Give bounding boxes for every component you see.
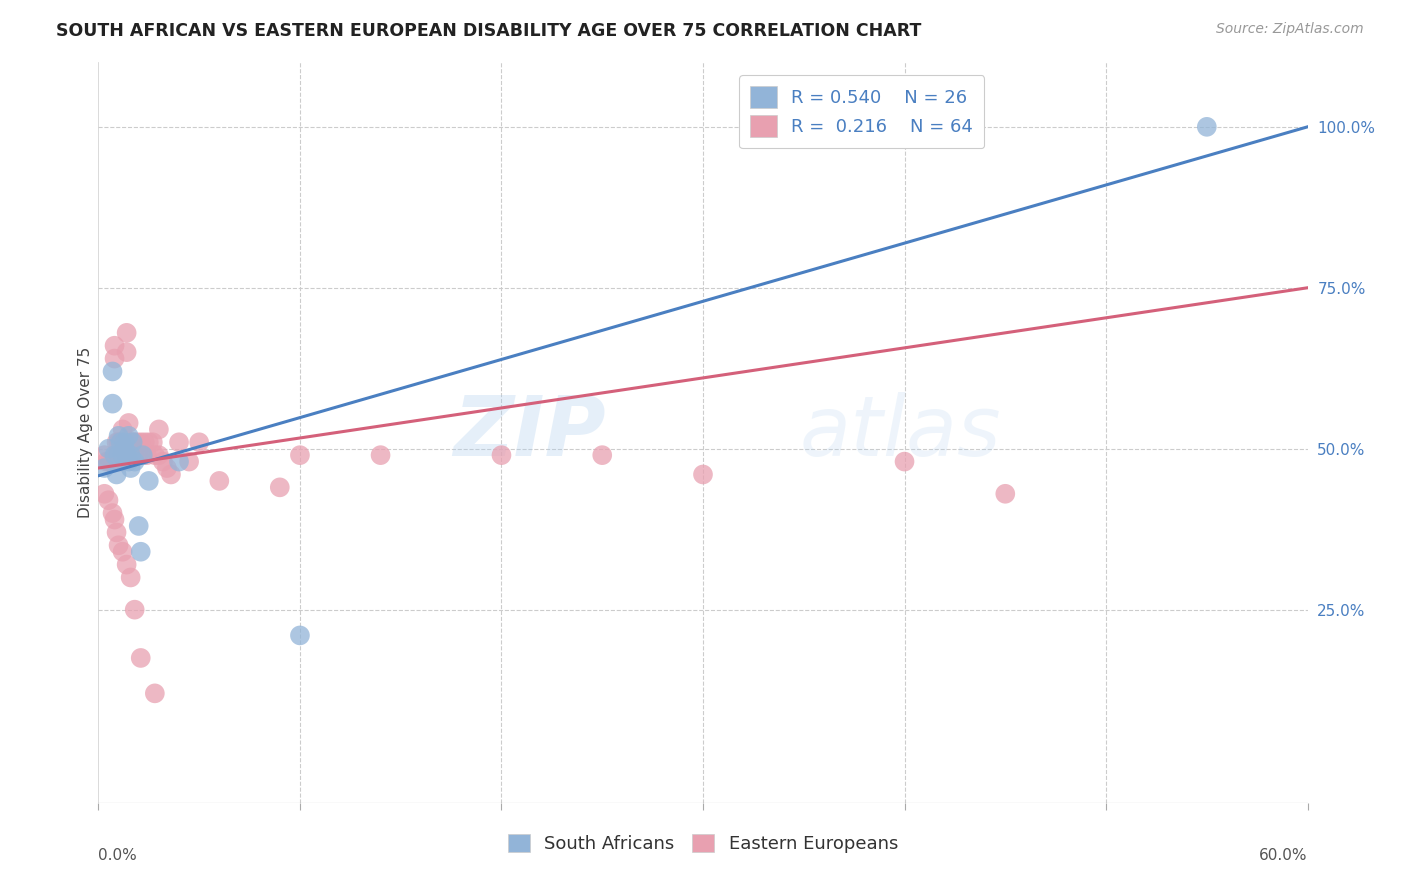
Point <box>1195 120 1218 134</box>
Point <box>120 461 142 475</box>
Point <box>208 474 231 488</box>
Point <box>121 435 143 450</box>
Point <box>167 435 190 450</box>
Point <box>138 474 160 488</box>
Point <box>148 448 170 462</box>
Point <box>97 442 120 456</box>
Point <box>143 448 166 462</box>
Point <box>114 435 136 450</box>
Point <box>124 602 146 616</box>
Point <box>107 448 129 462</box>
Point <box>128 448 150 462</box>
Point <box>110 454 132 468</box>
Point <box>101 397 124 411</box>
Point <box>93 461 115 475</box>
Point <box>142 435 165 450</box>
Point <box>120 448 142 462</box>
Point <box>105 435 128 450</box>
Point <box>96 454 118 468</box>
Point <box>167 454 190 468</box>
Point <box>110 435 132 450</box>
Point <box>129 545 152 559</box>
Text: 0.0%: 0.0% <box>98 848 138 863</box>
Point <box>118 416 141 430</box>
Point <box>124 454 146 468</box>
Point <box>114 448 136 462</box>
Point <box>115 448 138 462</box>
Point <box>288 628 311 642</box>
Point <box>105 525 128 540</box>
Point <box>101 454 124 468</box>
Point <box>115 326 138 340</box>
Point <box>115 558 138 572</box>
Point <box>103 448 125 462</box>
Point <box>103 512 125 526</box>
Point <box>121 448 143 462</box>
Point <box>491 448 513 462</box>
Point <box>994 487 1017 501</box>
Point <box>97 454 120 468</box>
Point <box>124 435 146 450</box>
Point <box>692 467 714 482</box>
Point <box>128 519 150 533</box>
Point <box>370 448 392 462</box>
Point <box>105 448 128 462</box>
Point <box>101 364 124 378</box>
Point <box>269 480 291 494</box>
Point <box>591 448 613 462</box>
Point <box>107 448 129 462</box>
Point <box>93 448 115 462</box>
Point <box>134 435 156 450</box>
Point <box>114 442 136 456</box>
Text: SOUTH AFRICAN VS EASTERN EUROPEAN DISABILITY AGE OVER 75 CORRELATION CHART: SOUTH AFRICAN VS EASTERN EUROPEAN DISABI… <box>56 22 921 40</box>
Point <box>118 454 141 468</box>
Point <box>143 686 166 700</box>
Point <box>156 461 179 475</box>
Point <box>101 506 124 520</box>
Text: atlas: atlas <box>800 392 1001 473</box>
Point <box>129 651 152 665</box>
Point <box>135 448 157 462</box>
Point <box>111 448 134 462</box>
Legend: South Africans, Eastern Europeans: South Africans, Eastern Europeans <box>501 827 905 861</box>
Point <box>118 429 141 443</box>
Point <box>100 454 122 468</box>
Point <box>103 339 125 353</box>
Point <box>107 435 129 450</box>
Point <box>97 493 120 508</box>
Point <box>188 435 211 450</box>
Point <box>105 467 128 482</box>
Point <box>893 454 915 468</box>
Point <box>114 435 136 450</box>
Text: ZIP: ZIP <box>454 392 606 473</box>
Point <box>124 448 146 462</box>
Point <box>115 345 138 359</box>
Text: Source: ZipAtlas.com: Source: ZipAtlas.com <box>1216 22 1364 37</box>
Y-axis label: Disability Age Over 75: Disability Age Over 75 <box>77 347 93 518</box>
Point <box>111 448 134 462</box>
Point <box>132 448 155 462</box>
Point <box>120 435 142 450</box>
Point <box>148 422 170 436</box>
Point <box>107 429 129 443</box>
Point <box>179 454 201 468</box>
Text: 60.0%: 60.0% <box>1260 848 1308 863</box>
Point <box>107 538 129 552</box>
Point <box>120 448 142 462</box>
Point <box>93 487 115 501</box>
Point <box>138 435 160 450</box>
Point <box>160 467 183 482</box>
Point <box>103 351 125 366</box>
Point <box>152 454 174 468</box>
Point <box>129 435 152 450</box>
Point <box>111 422 134 436</box>
Point <box>125 435 148 450</box>
Point <box>120 570 142 584</box>
Point <box>288 448 311 462</box>
Point <box>121 435 143 450</box>
Point <box>111 545 134 559</box>
Point <box>132 448 155 462</box>
Point <box>118 448 141 462</box>
